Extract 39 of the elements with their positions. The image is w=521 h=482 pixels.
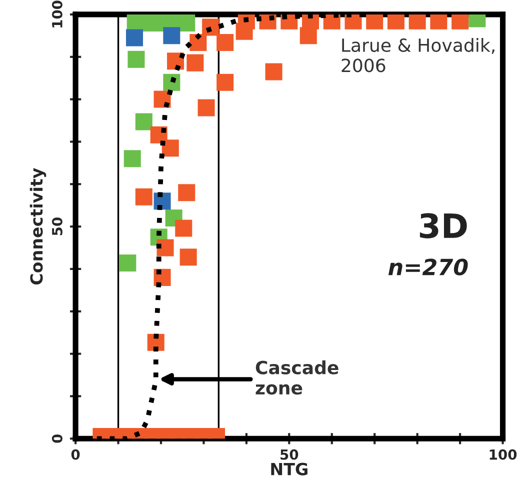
point: [216, 34, 234, 51]
y-tick-label: 0: [52, 434, 62, 443]
point: [186, 54, 204, 72]
point: [124, 150, 141, 168]
point: [302, 14, 320, 30]
x-tick-label: 100: [490, 449, 517, 460]
x-tick-label: 50: [280, 449, 298, 460]
point: [128, 50, 145, 68]
point: [323, 14, 340, 30]
y-tick-label: 100: [52, 0, 62, 28]
point: [162, 140, 179, 157]
point: [216, 74, 234, 91]
y-axis-title: Connectivity: [30, 168, 46, 285]
point: [265, 63, 282, 80]
x-axis-title: NTG: [271, 462, 308, 476]
annotation: n=270: [388, 258, 468, 276]
point: [178, 184, 196, 202]
point: [163, 27, 180, 44]
point: [452, 14, 469, 30]
point: [126, 29, 144, 46]
annotation: Larue & Hovadik, 2006: [342, 38, 494, 72]
point: [180, 248, 197, 266]
x-tick-label: 0: [71, 449, 80, 460]
point: [344, 14, 362, 30]
point: [430, 14, 448, 30]
y-tick-label: 50: [52, 218, 62, 236]
point: [135, 113, 152, 130]
point: [198, 99, 215, 116]
point: [202, 18, 220, 36]
annotation: Cascade zone: [256, 360, 338, 395]
annotation: 3D: [420, 213, 467, 238]
point: [156, 239, 174, 256]
point: [135, 188, 152, 206]
point: [366, 14, 384, 30]
point: [387, 14, 404, 30]
point: [175, 220, 192, 237]
point: [408, 14, 426, 30]
point: [238, 14, 255, 30]
point: [163, 74, 180, 91]
